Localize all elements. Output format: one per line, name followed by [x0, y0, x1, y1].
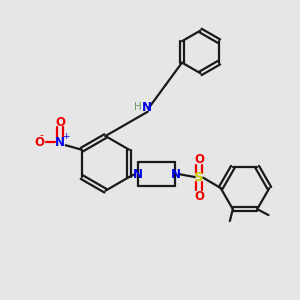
Text: O: O — [194, 190, 204, 202]
Text: -: - — [40, 130, 44, 140]
Text: O: O — [194, 153, 204, 166]
Text: H: H — [134, 102, 142, 112]
Text: N: N — [55, 136, 65, 149]
Text: O: O — [34, 136, 44, 149]
Text: O: O — [55, 116, 65, 129]
Text: N: N — [133, 168, 143, 181]
Text: S: S — [194, 171, 204, 184]
Text: N: N — [142, 101, 152, 114]
Text: N: N — [170, 168, 181, 181]
Text: +: + — [62, 132, 69, 141]
